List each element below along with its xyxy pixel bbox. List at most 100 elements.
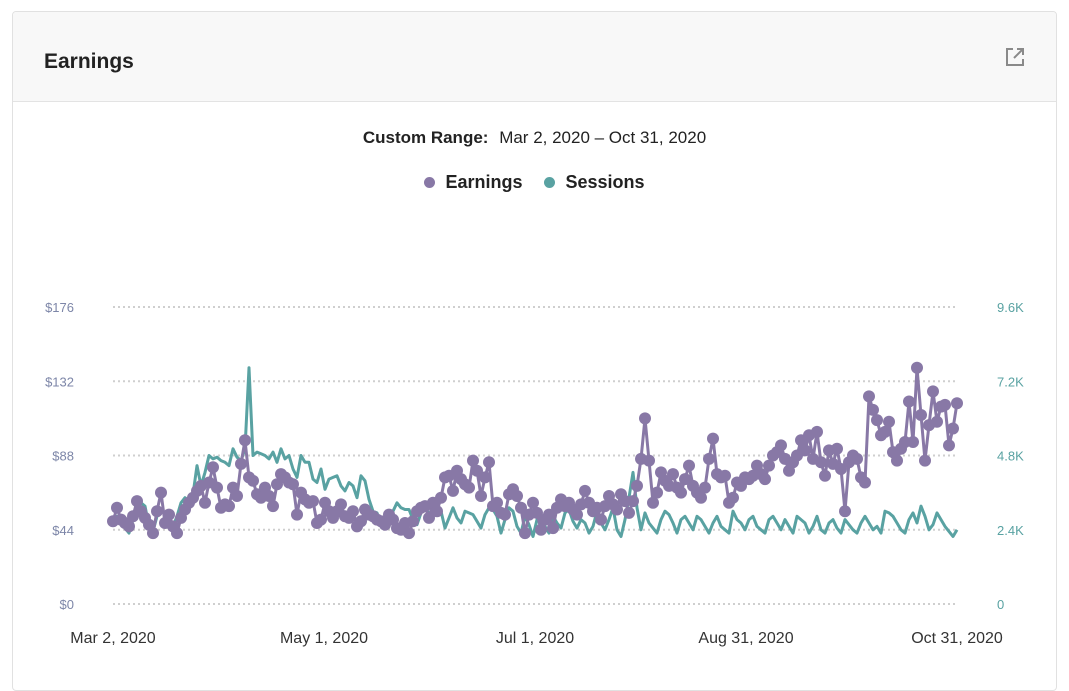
data-point-earnings <box>223 500 235 513</box>
data-point-earnings <box>347 505 359 518</box>
data-point-earnings <box>815 456 827 469</box>
data-point-earnings <box>147 527 159 540</box>
data-point-earnings <box>679 473 691 486</box>
x-tick-label: Aug 31, 2020 <box>698 630 793 647</box>
y-left-tick-label: $176 <box>45 300 74 315</box>
data-point-earnings <box>911 361 923 374</box>
data-point-earnings <box>199 496 211 509</box>
data-point-earnings <box>151 505 163 518</box>
data-point-earnings <box>627 495 639 508</box>
data-point-earnings <box>211 481 223 494</box>
data-point-earnings <box>403 527 415 540</box>
data-point-earnings <box>891 454 903 467</box>
y-right-tick-label: 0 <box>997 597 1004 612</box>
data-point-earnings <box>903 395 915 408</box>
data-point-earnings <box>231 490 243 502</box>
y-right-tick-label: 7.2K <box>997 374 1024 389</box>
data-point-earnings <box>447 484 459 497</box>
data-point-earnings <box>579 484 591 497</box>
data-point-earnings <box>727 491 739 504</box>
data-point-earnings <box>467 454 479 467</box>
data-point-earnings <box>235 457 247 470</box>
open-report-button[interactable] <box>1003 45 1027 69</box>
data-point-earnings <box>471 464 483 477</box>
series-line-sessions <box>112 366 959 538</box>
data-point-earnings <box>799 444 811 457</box>
data-point-earnings <box>775 439 787 452</box>
external-link-icon <box>1006 48 1024 66</box>
data-point-earnings <box>111 501 123 514</box>
data-point-earnings <box>547 522 559 535</box>
data-point-earnings <box>491 496 503 509</box>
data-point-earnings <box>131 495 143 508</box>
data-point-earnings <box>951 397 963 410</box>
data-point-earnings <box>463 481 475 494</box>
data-point-earnings <box>247 474 259 487</box>
earnings-sessions-chart: $0 0 $44 2.4K $88 4.8K $132 7.2K $176 9.6K Mar 2, … <box>45 300 1024 647</box>
data-point-earnings <box>531 506 543 519</box>
data-point-earnings <box>435 491 447 504</box>
legend-dot-sessions <box>544 177 556 188</box>
data-point-earnings <box>543 508 555 521</box>
legend-item-earnings[interactable]: Earnings <box>424 172 522 193</box>
data-point-earnings <box>355 515 367 528</box>
data-point-earnings <box>719 469 731 482</box>
data-point-earnings <box>647 496 659 509</box>
y-left-tick-label: $0 <box>60 597 74 612</box>
data-point-earnings <box>263 490 275 502</box>
data-point-earnings <box>835 463 847 475</box>
data-point-earnings <box>519 527 531 540</box>
data-point-earnings <box>763 459 775 472</box>
data-point-earnings <box>163 508 175 521</box>
data-point-earnings <box>571 508 583 521</box>
data-point-earnings <box>819 469 831 482</box>
y-right-tick-label: 4.8K <box>997 449 1024 464</box>
data-point-earnings <box>287 478 299 491</box>
data-point-earnings <box>919 454 931 467</box>
data-point-earnings <box>499 508 511 521</box>
data-point-earnings <box>707 432 719 445</box>
data-point-earnings <box>863 390 875 403</box>
data-point-earnings <box>623 506 635 519</box>
y-right-tick-label: 9.6K <box>997 300 1024 315</box>
legend-item-sessions[interactable]: Sessions <box>544 172 645 193</box>
data-point-earnings <box>703 452 715 465</box>
data-point-earnings <box>651 486 663 499</box>
data-point-earnings <box>675 486 687 499</box>
data-point-earnings <box>879 425 891 438</box>
data-point-earnings <box>699 481 711 494</box>
data-point-earnings <box>871 414 883 427</box>
data-point-earnings <box>271 478 283 491</box>
y-left-tick-label: $44 <box>52 523 74 538</box>
data-point-earnings <box>883 415 895 428</box>
chart-legend: Earnings Sessions <box>0 172 1069 193</box>
data-point-earnings <box>639 412 651 425</box>
data-point-earnings <box>831 442 843 455</box>
data-point-earnings <box>479 471 491 484</box>
data-point-earnings <box>527 496 539 509</box>
data-point-earnings <box>695 491 707 504</box>
data-point-earnings <box>931 415 943 428</box>
data-point-earnings <box>839 505 851 518</box>
y-left-tick-label: $132 <box>45 374 74 389</box>
y-left-tick-label: $88 <box>52 449 74 464</box>
x-tick-label: Oct 31, 2020 <box>911 630 1003 647</box>
data-point-earnings <box>515 501 527 514</box>
data-point-earnings <box>239 434 251 447</box>
earnings-card: Earnings <box>12 11 1057 691</box>
data-point-earnings <box>267 500 279 513</box>
data-point-earnings <box>155 486 167 499</box>
data-point-earnings <box>335 498 347 511</box>
data-point-earnings <box>927 385 939 398</box>
data-point-earnings <box>535 523 547 536</box>
data-point-earnings <box>315 513 327 526</box>
data-point-earnings <box>683 459 695 472</box>
data-point-earnings <box>631 479 643 492</box>
data-point-earnings <box>915 409 927 421</box>
data-point-earnings <box>407 515 419 528</box>
date-range: Custom Range: Mar 2, 2020 – Oct 31, 2020 <box>0 128 1069 148</box>
data-point-earnings <box>423 511 435 524</box>
data-point-earnings <box>759 473 771 486</box>
legend-dot-earnings <box>424 177 436 188</box>
data-point-earnings <box>123 520 135 533</box>
